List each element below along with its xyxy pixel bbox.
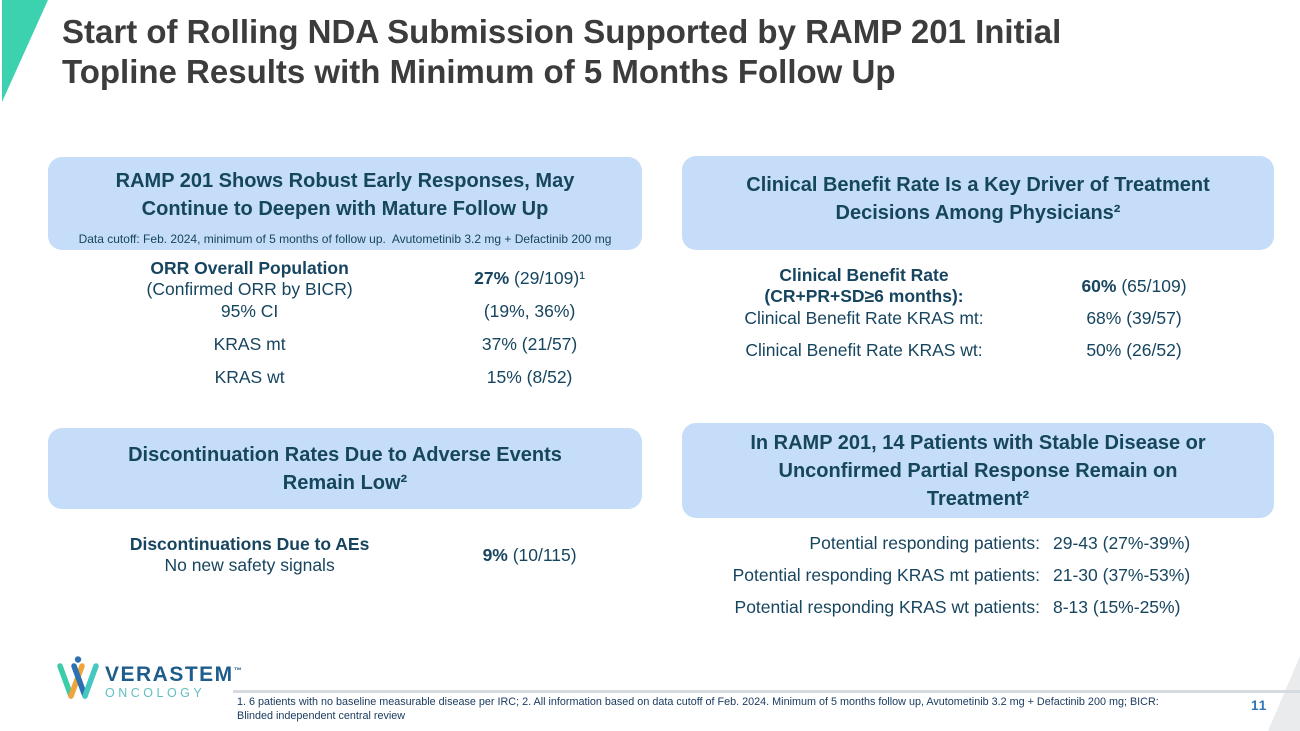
kras-wt-label: KRAS wt xyxy=(214,367,285,387)
list-item: Potential responding KRAS mt patients: 2… xyxy=(682,559,1274,591)
potential-patients-value: 29-43 (27%-39%) xyxy=(1053,532,1191,553)
panel-stable-disease: In RAMP 201, 14 Patients with Stable Dis… xyxy=(682,423,1274,518)
cbr-kras-wt-label: Clinical Benefit Rate KRAS wt: xyxy=(745,339,983,360)
table-row: Clinical Benefit Rate KRAS mt: 68% (39/5… xyxy=(702,302,1242,334)
footnote-line1: 1. 6 patients with no baseline measurabl… xyxy=(237,696,1159,708)
kras-mt-label: KRAS mt xyxy=(213,334,286,354)
table-row: Clinical Benefit Rate KRAS wt: 50% (26/5… xyxy=(702,334,1242,366)
trademark-symbol: ™ xyxy=(233,666,242,675)
table-row: Discontinuations Due to AEs No new safet… xyxy=(48,529,608,581)
verastem-logo-icon xyxy=(57,656,99,699)
panel-cbr-header: Clinical Benefit Rate Is a Key Driver of… xyxy=(682,156,1274,227)
disc-row-label: Discontinuations Due to AEs No new safet… xyxy=(48,534,451,576)
disc-sublabel: No new safety signals xyxy=(164,555,335,575)
panel-stable-header-line1: In RAMP 201, 14 Patients with Stable Dis… xyxy=(750,432,1206,454)
panel-stable-header-line2: Unconfirmed Partial Response Remain on xyxy=(778,460,1178,482)
gray-corner-accent xyxy=(1268,656,1300,731)
panel-cbr: Clinical Benefit Rate Is a Key Driver of… xyxy=(682,156,1274,250)
panel-discontinuation-header-line2: Remain Low² xyxy=(282,472,408,494)
table-row: 95% CI (19%, 36%) xyxy=(48,295,608,328)
list-item: Potential responding KRAS wt patients: 8… xyxy=(682,591,1274,623)
footer-divider-line xyxy=(233,690,1300,693)
cbr-label: Clinical Benefit Rate xyxy=(779,265,949,285)
slide-title-line2: Topline Results with Minimum of 5 Months… xyxy=(62,53,896,90)
panel-stable-disease-header: In RAMP 201, 14 Patients with Stable Dis… xyxy=(682,423,1274,513)
verastem-wordmark: VERASTEM™ xyxy=(105,660,242,686)
orr-overall-value: 27% (29/109)¹ xyxy=(451,268,608,289)
ci-value: (19%, 36%) xyxy=(483,301,576,321)
cbr-sublabel: (CR+PR+SD≥6 months): xyxy=(764,286,964,306)
slide-title: Start of Rolling NDA Submission Supporte… xyxy=(62,12,1061,92)
panel-discontinuation-header-line1: Discontinuation Rates Due to Adverse Eve… xyxy=(128,444,562,466)
footnotes: 1. 6 patients with no baseline measurabl… xyxy=(237,696,1257,723)
panel-orr-header-line1: RAMP 201 Shows Robust Early Responses, M… xyxy=(115,170,575,192)
cbr-value-rest: (65/109) xyxy=(1116,275,1187,296)
kras-mt-value: 37% (21/57) xyxy=(481,334,578,354)
table-row: ORR Overall Population (Confirmed ORR by… xyxy=(48,258,608,299)
panel-orr-header: RAMP 201 Shows Robust Early Responses, M… xyxy=(48,157,642,223)
panel-orr-subheader: Data cutoff: Feb. 2024, minimum of 5 mon… xyxy=(78,232,612,246)
stable-disease-list: Potential responding patients: 29-43 (27… xyxy=(682,527,1274,623)
discontinuation-table: Discontinuations Due to AEs No new safet… xyxy=(48,529,608,581)
potential-kras-mt-value: 21-30 (37%-53%) xyxy=(1053,564,1191,585)
table-row: KRAS wt 15% (8/52) xyxy=(48,361,608,394)
verastem-logo: VERASTEM™ ONCOLOGY xyxy=(55,655,242,702)
disc-value: 9% (10/115) xyxy=(451,545,608,566)
panel-stable-header-line3: Treatment² xyxy=(926,488,1030,510)
disc-label: Discontinuations Due to AEs xyxy=(129,534,370,554)
list-item: Potential responding patients: 29-43 (27… xyxy=(682,527,1274,559)
panel-discontinuation: Discontinuation Rates Due to Adverse Eve… xyxy=(48,428,642,509)
cbr-value-strong: 60% xyxy=(1081,275,1117,296)
potential-kras-mt-label: Potential responding KRAS mt patients: xyxy=(732,564,1040,585)
disc-value-rest: (10/115) xyxy=(507,544,577,565)
panel-orr: RAMP 201 Shows Robust Early Responses, M… xyxy=(48,157,642,250)
potential-patients-label: Potential responding patients: xyxy=(809,532,1040,553)
oncology-label: ONCOLOGY xyxy=(105,686,206,700)
orr-overall-sublabel: (Confirmed ORR by BICR) xyxy=(146,278,353,299)
panel-cbr-header-line2: Decisions Among Physicians² xyxy=(835,202,1121,224)
footnote-line2: Blinded independent central review xyxy=(237,709,406,722)
panel-orr-header-line2: Continue to Deepen with Mature Follow Up xyxy=(141,198,549,220)
potential-kras-wt-label: Potential responding KRAS wt patients: xyxy=(734,596,1040,617)
slide-title-line1: Start of Rolling NDA Submission Supporte… xyxy=(62,13,1062,50)
panel-cbr-header-line1: Clinical Benefit Rate Is a Key Driver of… xyxy=(746,174,1210,196)
teal-corner-accent xyxy=(2,0,48,102)
panel-discontinuation-header: Discontinuation Rates Due to Adverse Eve… xyxy=(48,428,642,497)
table-row: Clinical Benefit Rate (CR+PR+SD≥6 months… xyxy=(702,265,1242,306)
verastem-wordmark-text: VERASTEM xyxy=(105,663,234,686)
page-number: 11 xyxy=(1251,698,1268,713)
orr-overall-label: ORR Overall Population xyxy=(150,257,349,278)
orr-row-label: ORR Overall Population (Confirmed ORR by… xyxy=(48,258,451,300)
kras-wt-value: 15% (8/52) xyxy=(486,367,573,387)
cbr-value: 60% (65/109) xyxy=(1026,276,1242,297)
orr-overall-value-strong: 27% xyxy=(474,268,510,288)
table-row: KRAS mt 37% (21/57) xyxy=(48,328,608,361)
cbr-kras-wt-value: 50% (26/52) xyxy=(1086,339,1182,360)
ci-label: 95% CI xyxy=(220,301,279,321)
potential-kras-wt-value: 8-13 (15%-25%) xyxy=(1053,596,1181,617)
disc-value-strong: 9% xyxy=(482,544,508,565)
cbr-row-label: Clinical Benefit Rate (CR+PR+SD≥6 months… xyxy=(702,265,1026,307)
cbr-kras-mt-label: Clinical Benefit Rate KRAS mt: xyxy=(744,307,984,328)
cbr-table: Clinical Benefit Rate (CR+PR+SD≥6 months… xyxy=(702,265,1242,366)
orr-overall-value-rest: (29/109)¹ xyxy=(509,268,586,288)
orr-table: ORR Overall Population (Confirmed ORR by… xyxy=(48,258,608,394)
cbr-kras-mt-value: 68% (39/57) xyxy=(1086,307,1182,328)
verastem-logo-text: VERASTEM™ ONCOLOGY xyxy=(105,655,242,701)
